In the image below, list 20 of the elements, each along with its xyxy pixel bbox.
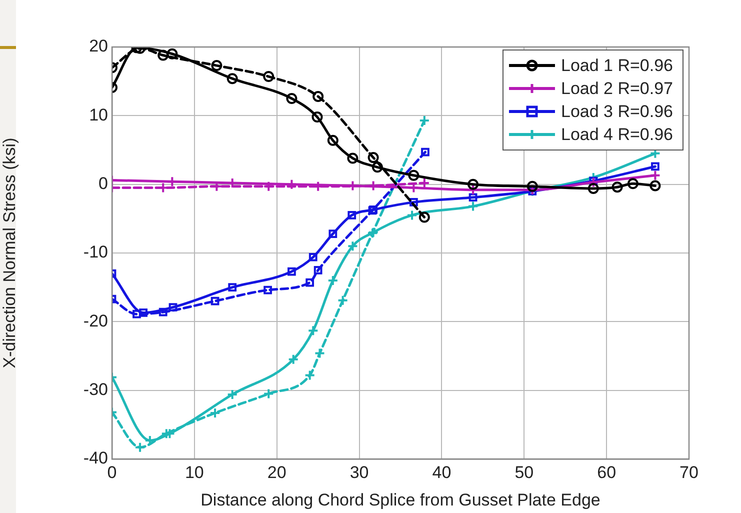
legend-label: Load 1 R=0.96 [560,56,674,76]
y-tick-label: 20 [89,36,108,56]
x-tick-label: 40 [432,462,452,482]
y-tick-label: 0 [98,174,108,194]
y-tick-label: -30 [83,380,108,400]
x-tick-label: 10 [184,462,204,482]
y-tick-label: -40 [83,448,108,468]
x-tick-label: 60 [597,462,616,482]
legend-label: Load 4 R=0.96 [560,125,674,144]
x-tick-label: 20 [267,462,286,482]
y-axis-title: X-direction Normal Stress (ksi) [0,138,19,368]
x-axis-title: Distance along Chord Splice from Gusset Plate Edge [200,490,600,510]
legend-label: Load 3 R=0.96 [560,102,674,122]
x-tick-label: 50 [514,462,534,482]
legend-label: Load 2 R=0.97 [560,79,674,98]
y-tick-label: -10 [83,242,108,262]
x-tick-label: 70 [680,462,698,482]
x-tick-label: 30 [350,462,369,482]
y-tick-label: 10 [89,105,108,124]
y-tick-label: -20 [83,311,108,330]
